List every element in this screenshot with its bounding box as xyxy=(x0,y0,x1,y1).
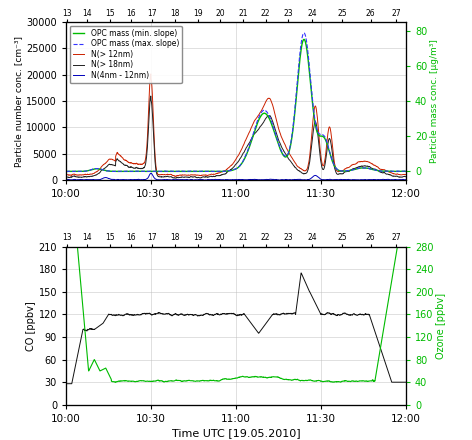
Y-axis label: Particle mass conc. [μg/m³]: Particle mass conc. [μg/m³] xyxy=(430,39,439,163)
Y-axis label: Particle number conc. [cm⁻³]: Particle number conc. [cm⁻³] xyxy=(15,36,24,167)
Y-axis label: Ozone [ppbv]: Ozone [ppbv] xyxy=(436,293,446,359)
X-axis label: Time UTC [19.05.2010]: Time UTC [19.05.2010] xyxy=(172,428,300,438)
Legend: OPC mass (min. slope), OPC mass (max. slope), N(> 12nm), N(> 18nm), N(4nm - 12nm: OPC mass (min. slope), OPC mass (max. sl… xyxy=(70,26,182,83)
Y-axis label: CO [ppbv]: CO [ppbv] xyxy=(26,301,36,351)
